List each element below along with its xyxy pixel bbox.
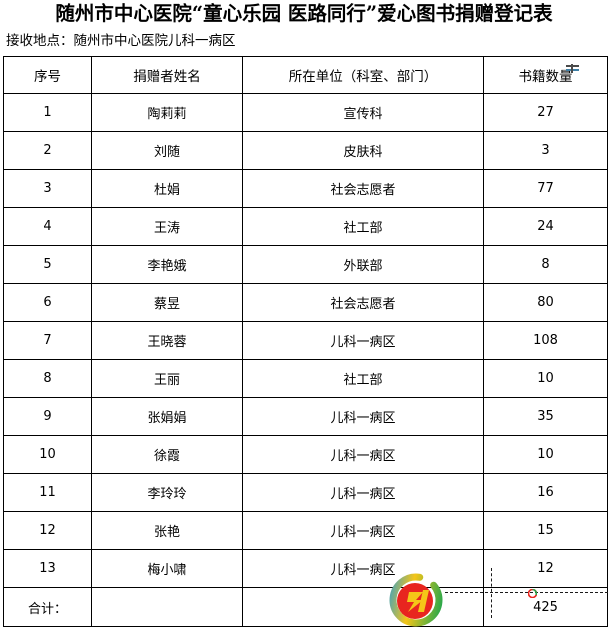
cell-donor: 王丽 [91,359,243,398]
cell-index: 1 [3,93,92,132]
cell-index: 4 [3,207,92,246]
cell-donor: 刘随 [91,131,243,170]
table-row: 9 张娟娟 儿科一病区 35 [3,397,608,436]
cell-quantity: 108 [483,321,608,360]
cell-donor: 王涛 [91,207,243,246]
cell-donor: 梅小啸 [91,549,243,588]
table-row: 7 王晓蓉 儿科一病区 108 [3,321,608,360]
table-row: 6 蔡昱 社会志愿者 80 [3,283,608,322]
cell-quantity: 8 [483,245,608,284]
cell-unit: 社工部 [242,359,484,398]
column-header-unit: 所在单位（科室、部门） [242,56,484,94]
cell-index: 5 [3,245,92,284]
cell-unit: 皮肤科 [242,131,484,170]
cell-index: 8 [3,359,92,398]
cell-donor: 张艳 [91,511,243,550]
cell-unit: 儿科一病区 [242,549,484,588]
total-unit-blank [242,587,484,627]
table-row: 12 张艳 儿科一病区 15 [3,511,608,550]
cell-quantity: 27 [483,93,608,132]
cell-unit: 儿科一病区 [242,511,484,550]
cell-donor: 徐霞 [91,435,243,474]
table-row: 10 徐霞 儿科一病区 10 [3,435,608,474]
total-label: 合计： [3,587,92,627]
cell-donor: 张娟娟 [91,397,243,436]
cell-donor: 李玲玲 [91,473,243,512]
column-header-quantity: 书籍数量 [483,56,608,94]
cell-unit: 社会志愿者 [242,169,484,208]
cell-quantity: 15 [483,511,608,550]
cell-unit: 宣传科 [242,93,484,132]
cell-index: 11 [3,473,92,512]
cell-quantity: 80 [483,283,608,322]
table-row: 3 杜娟 社会志愿者 77 [3,169,608,208]
cell-quantity: 77 [483,169,608,208]
table-row: 4 王涛 社工部 24 [3,207,608,246]
cell-unit: 儿科一病区 [242,473,484,512]
receiving-location-line: 接收地点：随州市中心医院儿科一病区 [6,33,236,49]
cell-unit: 儿科一病区 [242,435,484,474]
cell-quantity: 12 [483,549,608,588]
cell-unit: 社会志愿者 [242,283,484,322]
cell-quantity: 24 [483,207,608,246]
table-body: 1 陶莉莉 宣传科 27 2 刘随 皮肤科 3 3 杜娟 社会志愿者 77 4 … [3,93,608,627]
table-row: 1 陶莉莉 宣传科 27 [3,93,608,132]
cell-index: 2 [3,131,92,170]
cell-unit: 儿科一病区 [242,397,484,436]
cell-index: 10 [3,435,92,474]
cell-quantity: 35 [483,397,608,436]
cell-unit: 外联部 [242,245,484,284]
table-total-row: 合计： 425 [3,587,608,627]
cell-donor: 陶莉莉 [91,93,243,132]
column-header-donor: 捐赠者姓名 [91,56,243,94]
column-header-index: 序号 [3,56,92,94]
cell-index: 9 [3,397,92,436]
cell-quantity: 10 [483,359,608,398]
cell-donor: 杜娟 [91,169,243,208]
cell-index: 12 [3,511,92,550]
table-row: 2 刘随 皮肤科 3 [3,131,608,170]
cell-unit: 社工部 [242,207,484,246]
cell-donor: 李艳娥 [91,245,243,284]
cell-donor: 蔡昱 [91,283,243,322]
total-quantity: 425 [483,587,608,627]
cell-quantity: 3 [483,131,608,170]
cell-quantity: 10 [483,435,608,474]
total-donor-blank [91,587,243,627]
table-row: 5 李艳娥 外联部 8 [3,245,608,284]
cell-index: 13 [3,549,92,588]
cell-index: 6 [3,283,92,322]
donation-registration-table: 序号 捐赠者姓名 所在单位（科室、部门） 书籍数量 1 陶莉莉 宣传科 27 2… [3,56,608,627]
cell-index: 3 [3,169,92,208]
table-row: 11 李玲玲 儿科一病区 16 [3,473,608,512]
cell-unit: 儿科一病区 [242,321,484,360]
table-row: 8 王丽 社工部 10 [3,359,608,398]
cell-index: 7 [3,321,92,360]
table-row: 13 梅小啸 儿科一病区 12 [3,549,608,588]
cell-donor: 王晓蓉 [91,321,243,360]
table-header-row: 序号 捐赠者姓名 所在单位（科室、部门） 书籍数量 [3,56,608,94]
page-title: 随州市中心医院“童心乐园 医路同行”爱心图书捐赠登记表 [55,2,553,25]
cell-quantity: 16 [483,473,608,512]
